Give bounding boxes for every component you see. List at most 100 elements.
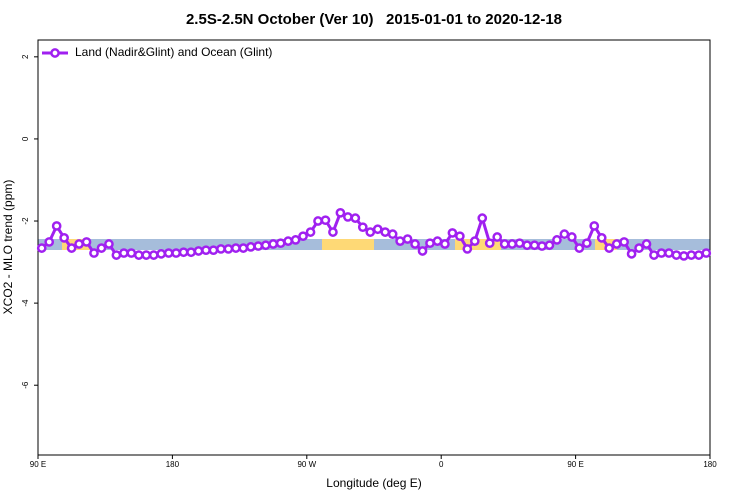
data-point: [328, 227, 338, 237]
data-point: [507, 239, 517, 249]
data-point: [59, 233, 69, 243]
data-point: [492, 232, 503, 242]
land-band: [322, 239, 374, 250]
x-tick-label: 90 W: [297, 460, 316, 469]
data-point: [604, 243, 615, 253]
data-point: [178, 247, 189, 258]
data-point: [641, 239, 652, 249]
legend-label: Land (Nadir&Glint) and Ocean (Glint): [75, 45, 272, 59]
data-point: [357, 222, 368, 233]
data-point: [395, 236, 405, 246]
data-point: [522, 240, 532, 251]
data-point: [275, 238, 286, 249]
data-point: [596, 233, 607, 243]
data-point: [231, 243, 241, 253]
data-point: [619, 237, 629, 247]
data-point: [529, 240, 540, 251]
data-point: [74, 239, 84, 249]
data-point: [350, 213, 361, 224]
data-point: [268, 239, 279, 249]
data-point: [649, 250, 659, 260]
x-tick-label: 0: [439, 460, 444, 469]
data-point: [656, 248, 667, 258]
y-tick-label: 2: [21, 54, 30, 59]
legend-marker: [50, 48, 60, 58]
data-point: [171, 248, 181, 258]
data-point: [402, 234, 413, 244]
data-point: [208, 245, 219, 256]
data-point: [626, 249, 637, 259]
data-point: [126, 248, 137, 258]
data-point: [589, 221, 600, 231]
data-point: [111, 250, 122, 260]
y-tick-label: -2: [21, 217, 30, 225]
data-point: [499, 239, 510, 249]
data-point: [141, 250, 152, 260]
data-point: [36, 243, 47, 253]
data-point: [567, 232, 577, 242]
data-point: [238, 243, 249, 253]
data-point: [574, 243, 585, 253]
data-point: [559, 229, 570, 240]
data-point: [686, 250, 697, 260]
y-tick-label: -6: [21, 381, 30, 389]
y-tick-label: 0: [21, 136, 30, 141]
data-point: [253, 241, 264, 251]
data-point: [163, 248, 174, 258]
data-point: [305, 227, 316, 237]
data-point: [298, 231, 308, 242]
data-point: [320, 215, 331, 226]
x-tick-label: 180: [166, 460, 180, 469]
data-point: [260, 240, 271, 251]
data-point: [372, 224, 383, 235]
data-point: [671, 250, 682, 260]
chart-title: 2.5S-2.5N October (Ver 10) 2015-01-01 to…: [186, 11, 562, 28]
data-point: [664, 248, 674, 258]
x-tick-label: 90 E: [567, 460, 583, 469]
data-point: [477, 213, 488, 224]
data-point: [417, 246, 428, 256]
y-tick-label: -4: [21, 299, 30, 307]
data-point: [425, 238, 435, 249]
data-point: [193, 246, 204, 256]
data-point: [440, 239, 450, 249]
data-point: [365, 227, 376, 237]
data-point: [201, 245, 211, 256]
data-point: [679, 251, 689, 261]
data-point: [343, 212, 353, 222]
data-point: [119, 248, 129, 258]
data-point: [544, 240, 555, 251]
data-point: [104, 239, 114, 249]
data-point: [96, 243, 107, 253]
data-point: [410, 239, 420, 249]
data-point: [455, 231, 465, 242]
data-point: [432, 236, 443, 246]
data-point: [51, 221, 62, 231]
data-point: [81, 237, 92, 247]
data-point: [387, 229, 398, 240]
data-point: [335, 207, 346, 218]
data-point: [290, 235, 301, 245]
data-point: [186, 247, 196, 258]
data-point: [552, 235, 562, 245]
data-point: [245, 242, 256, 252]
data-point: [701, 248, 712, 258]
data-point: [133, 250, 144, 260]
data-point: [380, 227, 391, 237]
data-point: [581, 238, 592, 249]
data-point: [462, 244, 473, 254]
data-point: [156, 249, 167, 259]
data-point: [693, 250, 704, 260]
y-axis-label: XCO2 - MLO trend (ppm): [1, 180, 15, 315]
x-tick-label: 180: [703, 460, 717, 469]
data-point: [447, 228, 458, 238]
data-point: [313, 216, 323, 226]
data-point: [148, 250, 159, 260]
data-point: [514, 238, 525, 249]
data-point: [66, 243, 77, 253]
data-point: [89, 248, 99, 258]
data-point: [611, 239, 622, 249]
data-point: [283, 236, 293, 246]
data-point: [634, 243, 644, 253]
